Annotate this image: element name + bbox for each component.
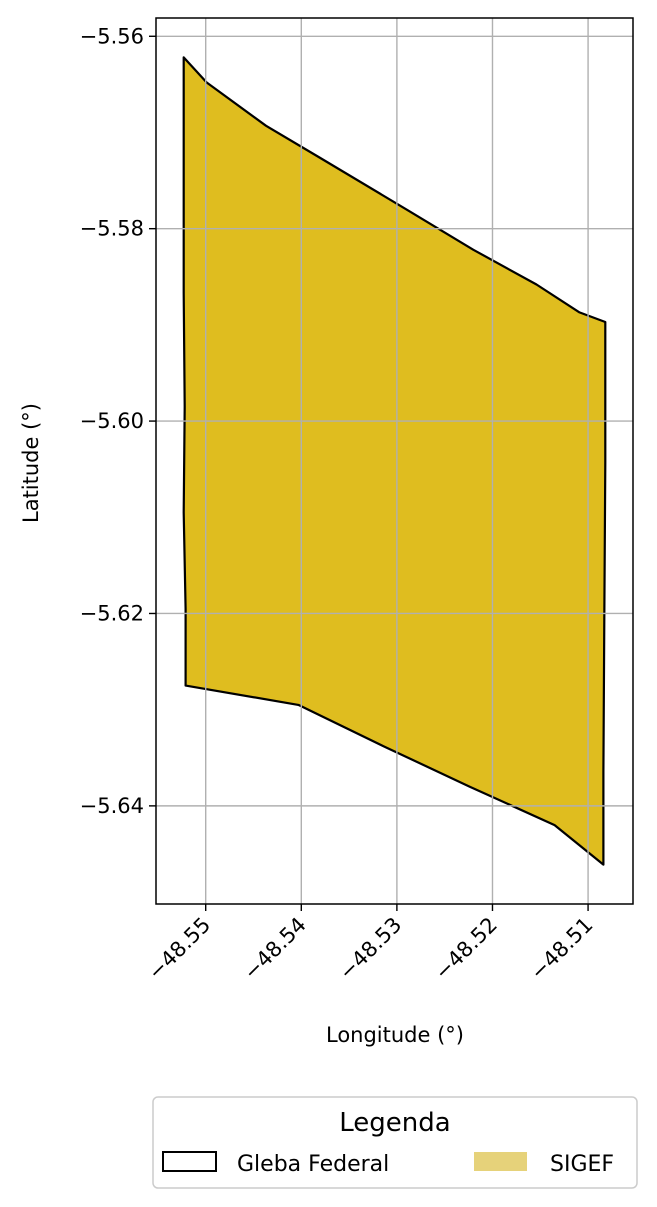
y-axis-label: Latitude (°) — [19, 403, 43, 523]
legend: Legenda Gleba Federal SIGEF — [152, 1096, 638, 1189]
y-tick-label: −5.64 — [80, 794, 144, 818]
x-axis-label: Longitude (°) — [326, 1023, 464, 1047]
legend-swatch-gleba-federal — [162, 1151, 217, 1172]
legend-swatch-sigef — [474, 1152, 527, 1171]
grid-lines — [156, 18, 633, 904]
legend-title: Legenda — [339, 1108, 450, 1138]
legend-label-gleba-federal: Gleba Federal — [237, 1152, 389, 1177]
polygon-layer — [182, 56, 607, 866]
polygon-sigef — [182, 56, 607, 866]
y-tick-label: −5.62 — [80, 601, 144, 625]
y-tick-label: −5.56 — [80, 24, 144, 48]
y-tick-label: −5.58 — [80, 217, 144, 241]
axes-frame — [155, 17, 634, 905]
legend-label-sigef: SIGEF — [550, 1152, 614, 1177]
y-tick-label: −5.60 — [80, 409, 144, 433]
